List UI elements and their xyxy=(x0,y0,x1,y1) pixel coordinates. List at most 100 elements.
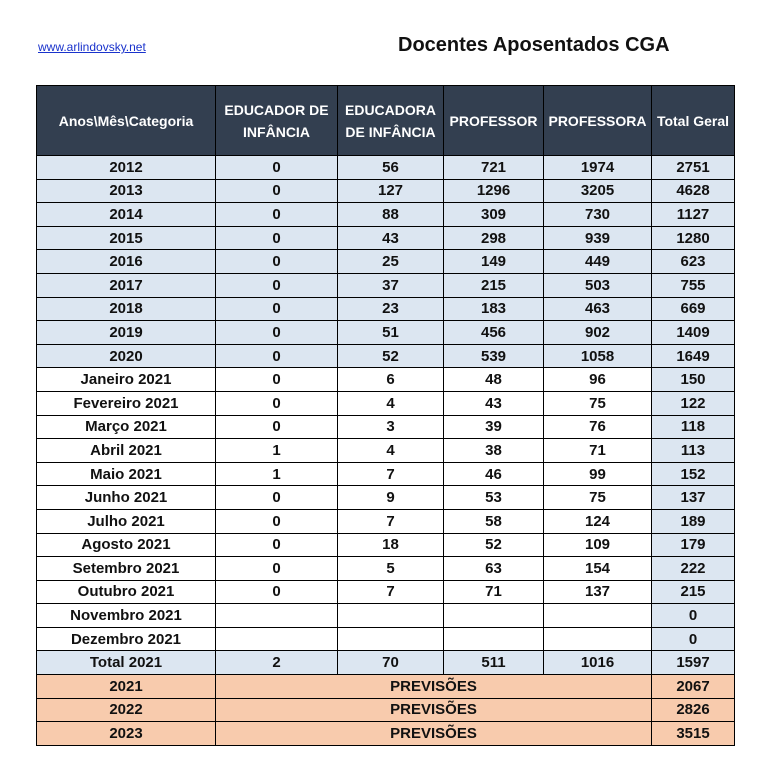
table-cell xyxy=(215,603,338,628)
table-cell: 154 xyxy=(543,556,652,581)
table-cell: 0 xyxy=(215,343,338,369)
table-cell: 52 xyxy=(337,343,444,369)
table-cell: 755 xyxy=(651,272,735,298)
table-cell: 71 xyxy=(543,438,652,463)
table-row: Total 2021 2 70 511 1016 1597 xyxy=(36,650,735,676)
table-cell: 23 xyxy=(337,296,444,322)
table-cell: 4 xyxy=(337,438,444,463)
table-cell: 189 xyxy=(651,508,735,534)
table-cell: 2021 xyxy=(36,674,216,699)
table-cell: Julho 2021 xyxy=(36,508,216,534)
table-cell: 669 xyxy=(651,296,735,322)
table-cell: Setembro 2021 xyxy=(36,556,216,581)
table-cell: PREVISÕES xyxy=(215,697,652,723)
table-row: Agosto 2021 0 18 52 109 179 xyxy=(36,532,735,558)
table-row: Setembro 2021 0 5 63 154 222 xyxy=(36,556,735,581)
table-cell: 0 xyxy=(215,202,338,227)
table-row: 2022 PREVISÕES 2826 xyxy=(36,697,735,723)
table-cell: 0 xyxy=(215,155,338,180)
table-cell: 48 xyxy=(443,367,544,392)
table-cell: 109 xyxy=(543,532,652,558)
table-cell: 939 xyxy=(543,225,652,251)
table-cell: 70 xyxy=(337,650,444,676)
table-cell: 0 xyxy=(651,626,735,652)
table-cell: 1649 xyxy=(651,343,735,369)
table-cell: 2 xyxy=(215,650,338,676)
table-cell: 2013 xyxy=(36,178,216,204)
table-cell: 2067 xyxy=(651,674,735,699)
table-cell: 99 xyxy=(543,461,652,487)
table-cell xyxy=(543,603,652,628)
table-row: Novembro 2021 0 xyxy=(36,603,735,628)
table-cell: 38 xyxy=(443,438,544,463)
table-cell: 503 xyxy=(543,272,652,298)
table-row: 2015 0 43 298 939 1280 xyxy=(36,225,735,251)
table-cell: 2826 xyxy=(651,697,735,723)
table-row: Fevereiro 2021 0 4 43 75 122 xyxy=(36,390,735,416)
table-cell xyxy=(337,626,444,652)
table-cell xyxy=(215,626,338,652)
table-cell: 0 xyxy=(215,296,338,322)
table-cell: 43 xyxy=(443,390,544,416)
table-cell: 1016 xyxy=(543,650,652,676)
table-row: 2012 0 56 721 1974 2751 xyxy=(36,155,735,180)
table-row: 2019 0 51 456 902 1409 xyxy=(36,320,735,345)
table-cell: 75 xyxy=(543,485,652,510)
table-cell: 5 xyxy=(337,556,444,581)
table-cell: 0 xyxy=(215,508,338,534)
table-row: 2016 0 25 149 449 623 xyxy=(36,249,735,274)
table-cell: 2014 xyxy=(36,202,216,227)
table-cell: 118 xyxy=(651,414,735,440)
table-cell: 1058 xyxy=(543,343,652,369)
table-row: Janeiro 2021 0 6 48 96 150 xyxy=(36,367,735,392)
table-cell: 122 xyxy=(651,390,735,416)
table-cell: 1127 xyxy=(651,202,735,227)
table-cell: 2020 xyxy=(36,343,216,369)
table-cell: 18 xyxy=(337,532,444,558)
table-cell: 1296 xyxy=(443,178,544,204)
header-row: Anos\Mês\Categoria EDUCADOR DE INFÂNCIA ED… xyxy=(36,85,735,156)
table-cell: Janeiro 2021 xyxy=(36,367,216,392)
table-cell: 2012 xyxy=(36,155,216,180)
table-cell: 53 xyxy=(443,485,544,510)
table-cell: 0 xyxy=(215,225,338,251)
table-cell: 39 xyxy=(443,414,544,440)
table-cell: 623 xyxy=(651,249,735,274)
table-cell: PREVISÕES xyxy=(215,721,652,746)
table-row: 2023 PREVISÕES 3515 xyxy=(36,721,735,746)
table-cell: Maio 2021 xyxy=(36,461,216,487)
site-link[interactable]: www.arlindovsky.net xyxy=(38,40,146,54)
table-row: 2017 0 37 215 503 755 xyxy=(36,272,735,298)
table-cell: Agosto 2021 xyxy=(36,532,216,558)
table-cell: 511 xyxy=(443,650,544,676)
table-row: Março 2021 0 3 39 76 118 xyxy=(36,414,735,440)
table-cell: 1280 xyxy=(651,225,735,251)
table-cell: 6 xyxy=(337,367,444,392)
table-row: Junho 2021 0 9 53 75 137 xyxy=(36,485,735,510)
table-cell: 0 xyxy=(215,320,338,345)
table-cell: 43 xyxy=(337,225,444,251)
page-title: Docentes Aposentados CGA xyxy=(398,34,670,56)
table-cell: 4628 xyxy=(651,178,735,204)
table-cell: 2017 xyxy=(36,272,216,298)
table-cell: 7 xyxy=(337,461,444,487)
column-header: EDUCADORA DE INFÂNCIA xyxy=(337,85,444,156)
table-cell xyxy=(443,626,544,652)
table-row: Abril 2021 1 4 38 71 113 xyxy=(36,438,735,463)
table-cell: 298 xyxy=(443,225,544,251)
table-cell: 730 xyxy=(543,202,652,227)
table-cell: 2015 xyxy=(36,225,216,251)
table-row: 2020 0 52 539 1058 1649 xyxy=(36,343,735,369)
table-cell xyxy=(443,603,544,628)
table-cell: 51 xyxy=(337,320,444,345)
table-cell: 449 xyxy=(543,249,652,274)
table-cell: 137 xyxy=(543,579,652,605)
table-cell: Junho 2021 xyxy=(36,485,216,510)
table-cell: 2022 xyxy=(36,697,216,723)
table-cell: 0 xyxy=(215,178,338,204)
table-cell: 3 xyxy=(337,414,444,440)
table-cell: 58 xyxy=(443,508,544,534)
table-cell: Março 2021 xyxy=(36,414,216,440)
table-row: 2013 0 127 1296 3205 4628 xyxy=(36,178,735,204)
table-cell: 63 xyxy=(443,556,544,581)
